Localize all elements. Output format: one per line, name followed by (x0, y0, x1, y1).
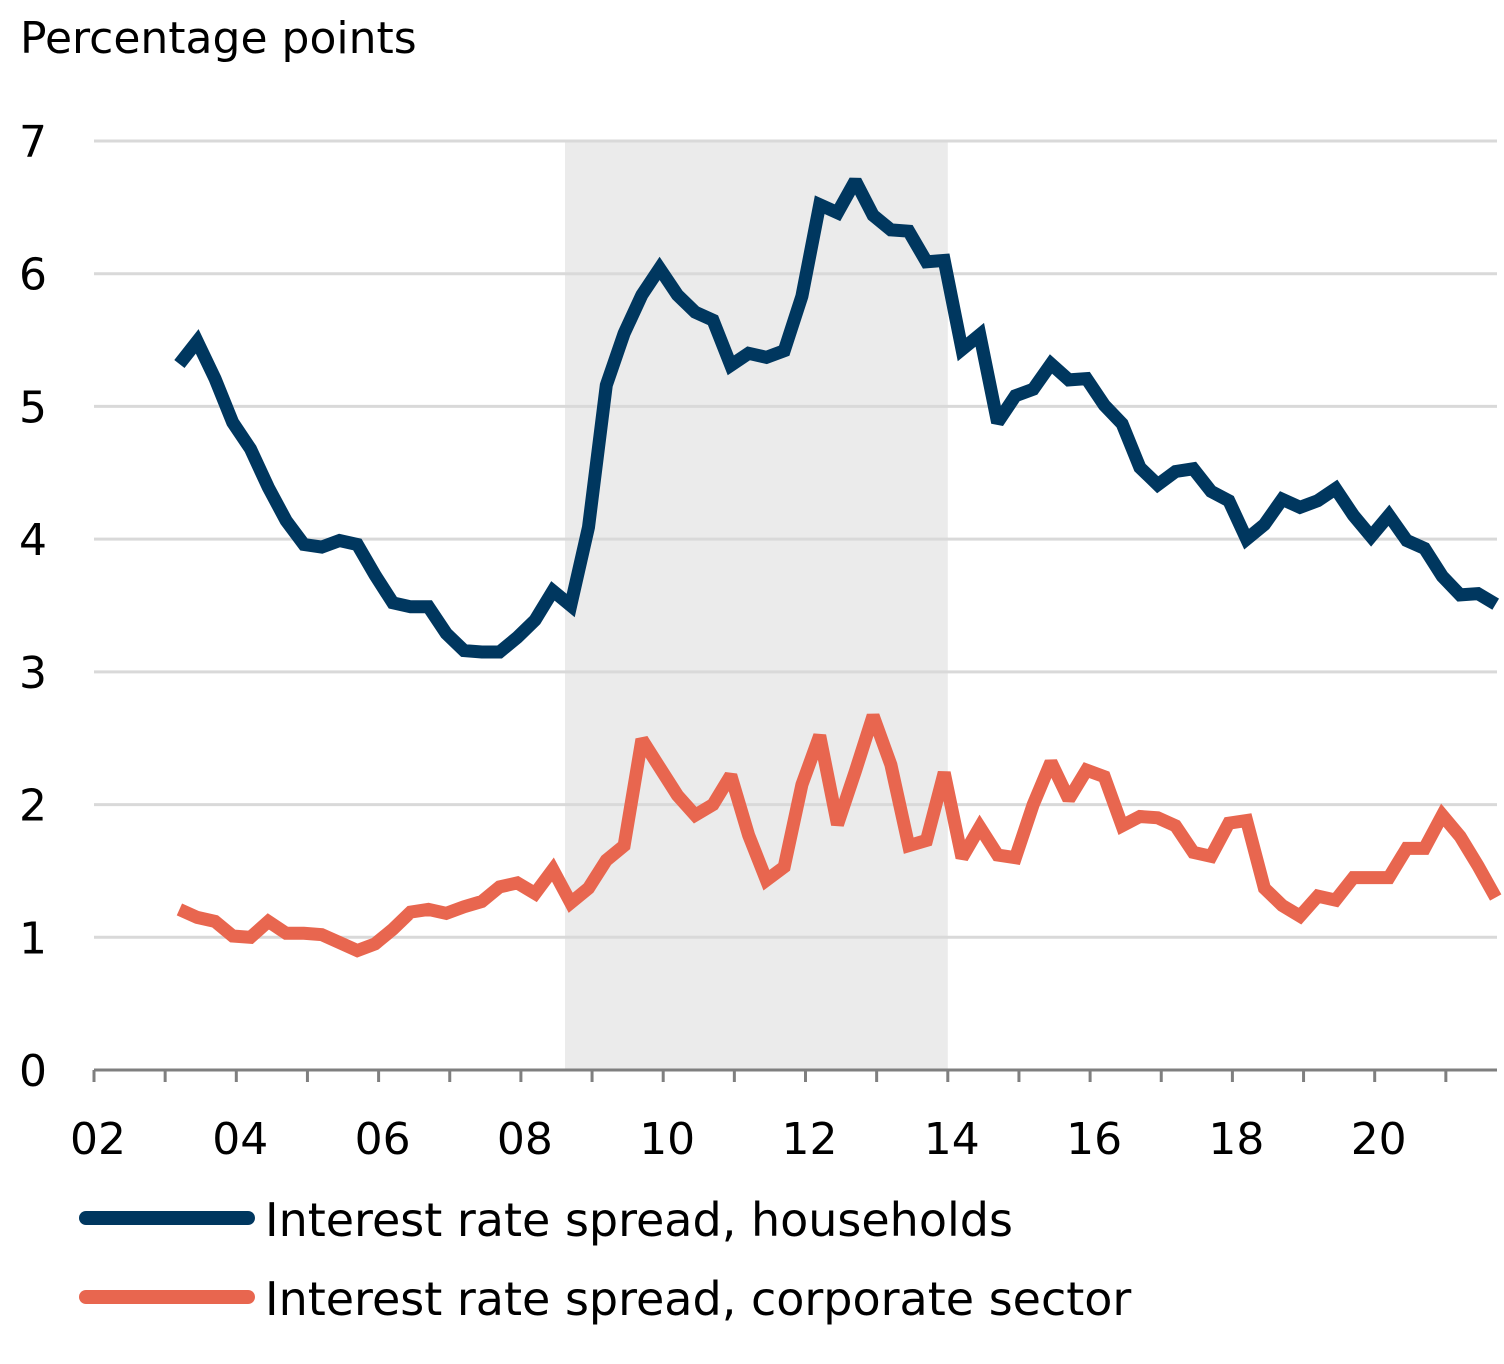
series-line-households (174, 177, 1500, 659)
y-tick-label: 3 (19, 648, 47, 699)
y-tick-label: 6 (19, 250, 47, 301)
x-tick-label: 02 (70, 1114, 126, 1165)
y-tick-label: 7 (19, 117, 47, 168)
series-lines (174, 177, 1502, 958)
y-axis-ticks: 0 1 2 3 4 5 6 7 (19, 117, 47, 1097)
x-tick-label: 04 (212, 1114, 268, 1165)
x-tick-label: 12 (782, 1114, 838, 1165)
y-axis-label: Percentage points (20, 13, 417, 64)
shaded-period (565, 141, 948, 1070)
x-tick-label: 20 (1351, 1114, 1407, 1165)
series-line-corporate (176, 713, 1502, 958)
x-tick-label: 06 (355, 1114, 411, 1165)
y-tick-label: 0 (19, 1046, 47, 1097)
y-tick-label: 5 (19, 382, 47, 433)
x-tick-label: 16 (1066, 1114, 1122, 1165)
x-tick-label: 14 (924, 1114, 980, 1165)
legend: Interest rate spread, households Interes… (79, 1193, 1131, 1326)
y-tick-label: 2 (19, 781, 47, 832)
legend-label-corporate: Interest rate spread, corporate sector (265, 1272, 1131, 1326)
x-tick-label: 18 (1208, 1114, 1264, 1165)
y-tick-label: 4 (19, 515, 47, 566)
x-tick-label: 10 (639, 1114, 695, 1165)
x-axis: 02 04 06 08 10 12 14 16 18 20 (70, 1068, 1497, 1165)
x-tick-label: 08 (497, 1114, 553, 1165)
y-tick-label: 1 (19, 913, 47, 964)
shaded-region-layer (565, 141, 948, 1070)
legend-label-households: Interest rate spread, households (265, 1193, 1013, 1247)
